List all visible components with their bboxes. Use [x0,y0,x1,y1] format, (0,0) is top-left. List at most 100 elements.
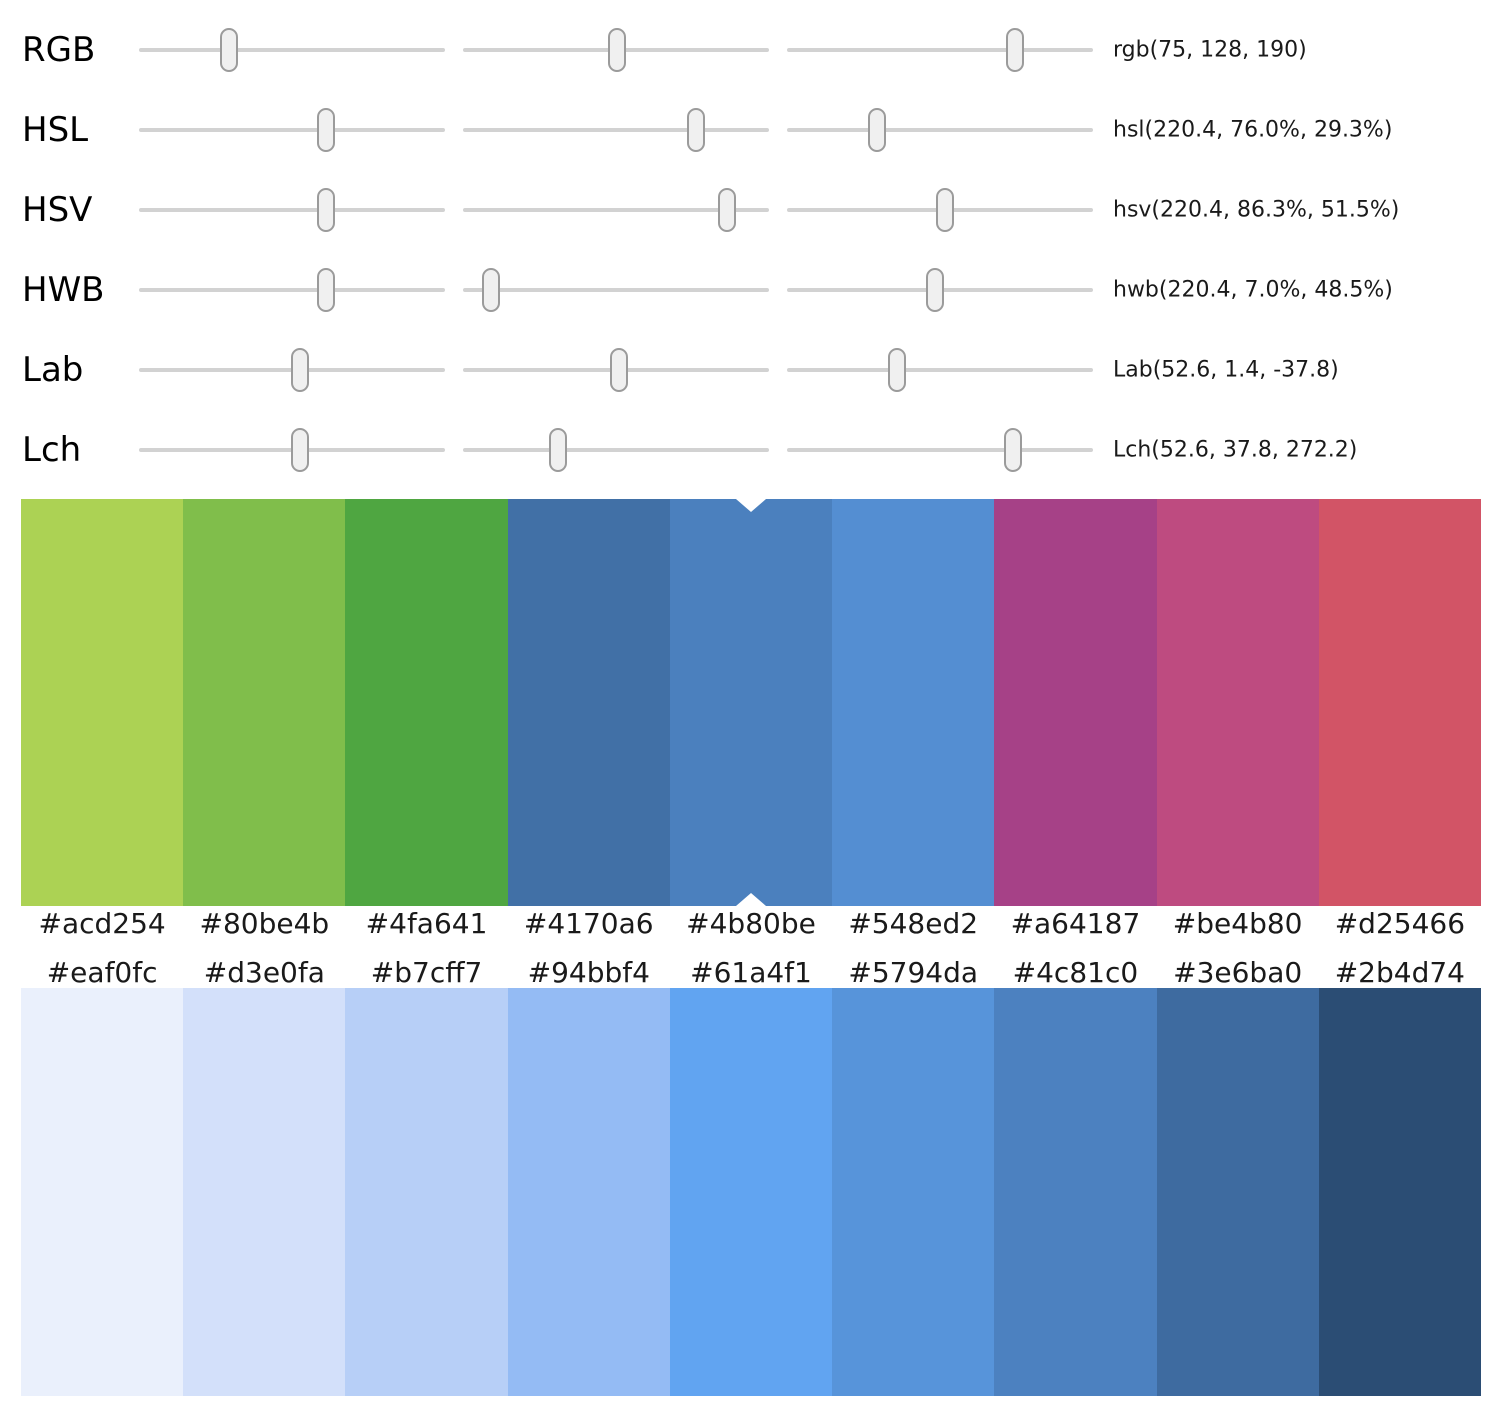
lightness-swatch[interactable] [1156,988,1319,1396]
slider-row-rgb: RGB rgb(75, 128, 190) [0,10,1501,90]
slider-thumb[interactable] [1005,28,1024,72]
harmony-swatch[interactable] [832,499,995,906]
lightness-swatch[interactable] [21,988,184,1396]
lightness-swatch[interactable] [345,988,508,1396]
hsv-channel-1-slider[interactable] [139,188,445,232]
hwb-channel-2-slider[interactable] [463,268,769,312]
harmony-swatch[interactable] [21,499,184,906]
harmony-palette [21,499,1481,906]
slider-track[interactable] [139,208,445,212]
lightness-hex-label: #b7cff7 [370,956,483,989]
slider-thumb[interactable] [888,348,907,392]
selected-swatch-notch-bottom [736,893,766,906]
harmony-hex-label: #4b80be [686,907,816,940]
harmony-swatch[interactable] [507,499,670,906]
slider-row-lch: Lch Lch(52.6, 37.8, 272.2) [0,410,1501,490]
lch-channel-2-slider[interactable] [463,428,769,472]
slider-thumb[interactable] [867,108,886,152]
harmony-swatch[interactable] [994,499,1157,906]
hsl-channel-3-slider[interactable] [787,108,1093,152]
colorspace-label: HSL [22,110,89,150]
harmony-hex-label: #a64187 [1010,907,1141,940]
lightness-swatch[interactable] [994,988,1157,1396]
slider-thumb[interactable] [317,188,336,232]
slider-track[interactable] [463,128,769,132]
slider-thumb[interactable] [219,28,238,72]
hsl-channel-1-slider[interactable] [139,108,445,152]
lightness-hex-label: #5794da [848,956,979,989]
harmony-hex-label-row: #acd254 #80be4b #4fa641 #4170a6 #4b80be #548e… [21,907,1481,941]
hwb-channel-3-slider[interactable] [787,268,1093,312]
harmony-swatch[interactable] [669,499,833,906]
hsl-channel-2-slider[interactable] [463,108,769,152]
slider-track[interactable] [787,448,1093,452]
slider-track[interactable] [787,48,1093,52]
slider-thumb[interactable] [607,28,626,72]
lightness-palette [21,988,1481,1396]
slider-track[interactable] [139,288,445,292]
slider-track[interactable] [787,128,1093,132]
rgb-channel-1-slider[interactable] [139,28,445,72]
slider-thumb[interactable] [610,348,629,392]
slider-thumb[interactable] [317,108,336,152]
colorspace-label: Lch [22,430,82,470]
slider-thumb[interactable] [686,108,705,152]
slider-track[interactable] [463,448,769,452]
colorspace-label: RGB [22,30,96,70]
harmony-swatch[interactable] [345,499,508,906]
rgb-channel-2-slider[interactable] [463,28,769,72]
colorspace-label: Lab [22,350,84,390]
color-value-text: hsv(220.4, 86.3%, 51.5%) [1113,197,1400,223]
lightness-swatch[interactable] [1318,988,1481,1396]
slider-row-lab: Lab Lab(52.6, 1.4, -37.8) [0,330,1501,410]
color-value-text: rgb(75, 128, 190) [1113,37,1307,63]
lightness-swatch[interactable] [832,988,995,1396]
lightness-swatch[interactable] [669,988,833,1396]
harmony-hex-label: #acd254 [38,907,166,940]
lightness-swatch[interactable] [507,988,670,1396]
harmony-hex-label: #d25466 [1334,907,1466,940]
slider-track[interactable] [787,368,1093,372]
slider-track[interactable] [139,128,445,132]
slider-track[interactable] [463,208,769,212]
slider-thumb[interactable] [548,428,567,472]
colorspace-label: HSV [22,190,93,230]
harmony-hex-label: #4170a6 [523,907,654,940]
lab-channel-2-slider[interactable] [463,348,769,392]
colorspace-label: HWB [22,270,105,310]
color-value-text: hsl(220.4, 76.0%, 29.3%) [1113,117,1393,143]
rgb-channel-3-slider[interactable] [787,28,1093,72]
harmony-swatch[interactable] [183,499,346,906]
lch-channel-1-slider[interactable] [139,428,445,472]
slider-thumb[interactable] [1004,428,1023,472]
slider-thumb[interactable] [290,348,309,392]
lab-channel-3-slider[interactable] [787,348,1093,392]
harmony-swatch[interactable] [1318,499,1481,906]
harmony-hex-label: #be4b80 [1172,907,1303,940]
hsv-channel-2-slider[interactable] [463,188,769,232]
lab-channel-1-slider[interactable] [139,348,445,392]
slider-track[interactable] [139,48,445,52]
lightness-hex-label: #4c81c0 [1012,956,1139,989]
lightness-hex-label-row: #eaf0fc #d3e0fa #b7cff7 #94bbf4 #61a4f1 #5794… [21,956,1481,990]
lch-channel-3-slider[interactable] [787,428,1093,472]
slider-thumb[interactable] [317,268,336,312]
slider-thumb[interactable] [926,268,945,312]
lightness-swatch[interactable] [183,988,346,1396]
slider-thumb[interactable] [290,428,309,472]
color-value-text: hwb(220.4, 7.0%, 48.5%) [1113,277,1393,303]
slider-thumb[interactable] [481,268,500,312]
color-value-text: Lab(52.6, 1.4, -37.8) [1113,357,1339,383]
hwb-channel-1-slider[interactable] [139,268,445,312]
lightness-hex-label: #94bbf4 [527,956,650,989]
color-value-text: Lch(52.6, 37.8, 272.2) [1113,437,1358,463]
harmony-swatch[interactable] [1156,499,1319,906]
lightness-hex-label: #3e6ba0 [1173,956,1303,989]
slider-thumb[interactable] [935,188,954,232]
slider-thumb[interactable] [718,188,737,232]
lightness-hex-label: #61a4f1 [690,956,812,989]
slider-row-hsv: HSV hsv(220.4, 86.3%, 51.5%) [0,170,1501,250]
hsv-channel-3-slider[interactable] [787,188,1093,232]
slider-track[interactable] [463,288,769,292]
